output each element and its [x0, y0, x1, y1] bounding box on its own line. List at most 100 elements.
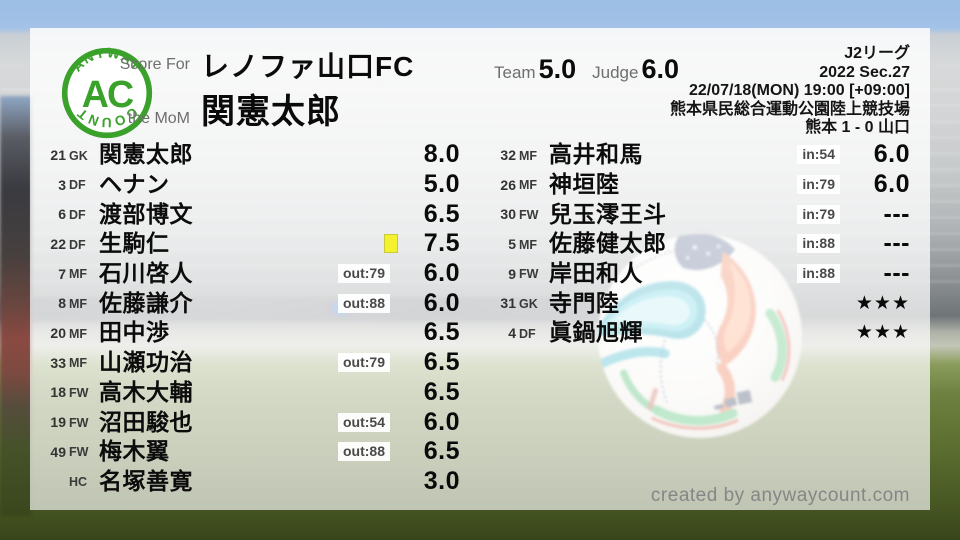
- player-row: 22 DF 生駒仁 7.5: [40, 229, 460, 259]
- sub-out-badge: out:79: [338, 264, 390, 284]
- subs-column: 32 MF 高井和馬 in:54 6.0 26 MF 神垣陸 in:79 6.0…: [490, 140, 910, 348]
- player-name: 関憲太郎: [99, 141, 193, 168]
- shirt-number: 22: [50, 235, 66, 252]
- shirt-number: 9: [508, 265, 516, 282]
- player-row: 9 FW 岸田和人 in:88 ---: [490, 259, 910, 289]
- starters-column: 21 GK 関憲太郎 8.0 3 DF ヘナン 5.0 6 DF 渡部博文: [40, 140, 460, 496]
- player-name: 佐藤健太郎: [549, 230, 667, 257]
- player-name: 寺門陸: [549, 289, 620, 316]
- anywaycount-logo: ANYWAY COUNT AC: [61, 46, 153, 139]
- sub-in-badge: in:88: [797, 234, 840, 254]
- player-name: 山瀬功治: [99, 349, 193, 376]
- sub-in-badge: in:54: [797, 145, 840, 165]
- player-name: 佐藤謙介: [99, 289, 193, 316]
- shirt-number: 19: [50, 414, 66, 431]
- shirt-number: 7: [58, 265, 66, 282]
- final-score-line: 熊本 1 - 0 山口: [805, 119, 910, 137]
- player-name: 梅木翼: [99, 438, 170, 465]
- shirt-number: 26: [500, 176, 516, 193]
- position-label: HC: [69, 475, 88, 490]
- position-label: MF: [519, 148, 538, 163]
- position-label: MF: [69, 267, 88, 282]
- sub-out-badge: out:54: [338, 412, 390, 432]
- player-row: 32 MF 高井和馬 in:54 6.0: [490, 140, 910, 170]
- shirt-number: 32: [500, 146, 516, 163]
- team-score-label: Team: [494, 63, 536, 82]
- shirt-number: 20: [50, 324, 66, 341]
- player-name: 高井和馬: [549, 141, 643, 168]
- position-label: FW: [519, 207, 539, 222]
- mom-label: the MoM: [127, 110, 190, 127]
- position-label: MF: [519, 237, 538, 252]
- shirt-number: 8: [58, 295, 66, 312]
- yellow-card-icon: [384, 234, 398, 254]
- player-row: 20 MF 田中渉 6.5: [40, 318, 460, 348]
- title-block: Score For レノファ山口FC the MoM 関憲太郎: [118, 46, 414, 133]
- player-row: 26 MF 神垣陸 in:79 6.0: [490, 170, 910, 200]
- position-label: MF: [519, 178, 538, 193]
- player-row: 7 MF 石川啓人 out:79 6.0: [40, 259, 460, 289]
- shirt-number: 33: [50, 354, 66, 371]
- sub-in-badge: in:79: [797, 204, 840, 224]
- player-name: 兒玉澪王斗: [549, 200, 667, 227]
- shirt-number: 30: [500, 206, 516, 223]
- sub-in-badge: in:88: [797, 264, 840, 284]
- season-section: 2022 Sec.27: [819, 63, 910, 81]
- competition-name: J2リーグ: [844, 45, 910, 62]
- rating-value: 6.5: [423, 199, 460, 228]
- sub-out-badge: out:79: [338, 353, 390, 373]
- player-row: 3 DF ヘナン 5.0: [40, 170, 460, 200]
- position-label: GK: [69, 148, 88, 163]
- player-row: 21 GK 関憲太郎 8.0: [40, 140, 460, 170]
- rating-value: 6.5: [423, 377, 460, 406]
- position-label: FW: [69, 386, 89, 401]
- rating-value: ---: [883, 199, 910, 228]
- player-name: 石川啓人: [99, 260, 193, 287]
- position-label: DF: [69, 178, 86, 193]
- position-label: DF: [69, 207, 86, 222]
- player-row: 18 FW 高木大輔 6.5: [40, 378, 460, 408]
- rating-value: ---: [883, 259, 910, 288]
- player-row: 30 FW 兒玉澪王斗 in:79 ---: [490, 199, 910, 229]
- position-label: FW: [69, 445, 89, 460]
- rating-value: 6.0: [423, 259, 460, 288]
- rating-value: 6.0: [873, 140, 910, 169]
- player-row: 4 DF 眞鍋旭輝 ★★★: [490, 318, 910, 348]
- rating-value: 3.0: [423, 466, 460, 495]
- player-row: 31 GK 寺門陸 ★★★: [490, 288, 910, 318]
- shirt-number: 5: [508, 235, 516, 252]
- player-name: 田中渉: [99, 319, 170, 346]
- player-row: 19 FW 沼田駿也 out:54 6.0: [40, 407, 460, 437]
- shirt-number: 3: [58, 176, 66, 193]
- sub-out-badge: out:88: [338, 442, 390, 462]
- shirt-number: 4: [508, 324, 516, 341]
- player-row: 49 FW 梅木翼 out:88 6.5: [40, 437, 460, 467]
- rating-value: 5.0: [423, 170, 460, 199]
- kickoff-datetime: 22/07/18(MON) 19:00 [+09:00]: [689, 82, 910, 100]
- venue-name: 熊本県民総合運動公園陸上競技場: [669, 100, 910, 118]
- player-name: 生駒仁: [99, 230, 170, 257]
- player-row: 6 DF 渡部博文 6.5: [40, 199, 460, 229]
- player-name: 眞鍋旭輝: [549, 319, 643, 346]
- shirt-number: 49: [50, 443, 66, 460]
- logo-monogram: AC: [82, 73, 134, 115]
- shirt-number: 21: [50, 146, 66, 163]
- player-name: 渡部博文: [99, 200, 193, 227]
- position-label: GK: [519, 297, 538, 312]
- rating-value: ★★★: [855, 292, 910, 314]
- rating-value: 6.0: [423, 407, 460, 436]
- position-label: FW: [69, 415, 89, 430]
- score-for-label: Score For: [119, 56, 190, 73]
- judge-score-value: 6.0: [641, 54, 679, 84]
- rating-value: 8.0: [423, 140, 460, 169]
- team-score-value: 5.0: [538, 54, 577, 84]
- position-label: FW: [519, 267, 539, 282]
- team-name: レノファ山口FC: [201, 51, 415, 82]
- player-row: HC 名塚善寛 3.0: [40, 467, 460, 497]
- overall-scores: Team 5.0 Judge 6.0: [494, 54, 695, 85]
- rating-value: 7.5: [423, 229, 460, 258]
- rating-value: 6.5: [423, 318, 460, 347]
- rating-value: 6.5: [423, 348, 460, 377]
- player-name: 沼田駿也: [99, 408, 193, 435]
